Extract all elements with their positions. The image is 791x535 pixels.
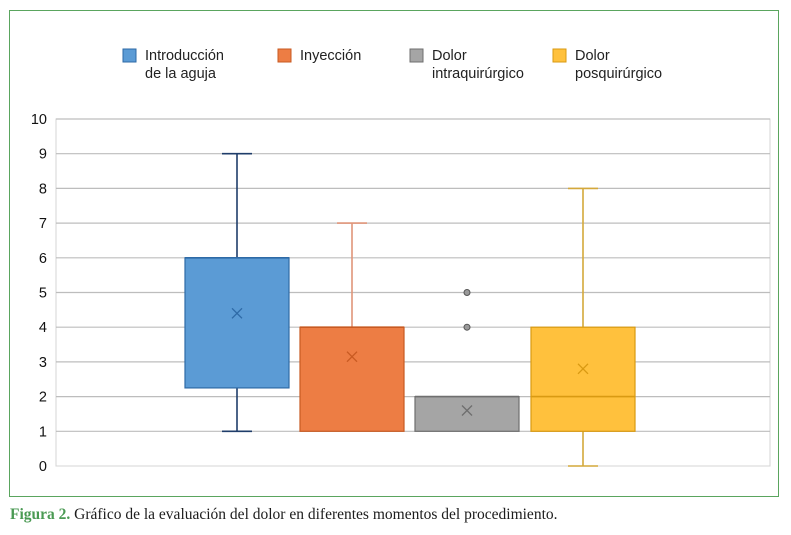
y-tick-label: 9 (39, 147, 47, 163)
legend-label: Introducción (145, 48, 224, 64)
y-tick-label: 6 (39, 251, 47, 267)
y-tick-label: 2 (39, 390, 47, 406)
gridlines (56, 118, 770, 432)
box-group (414, 289, 520, 432)
y-tick-label: 10 (31, 112, 47, 128)
legend-label: intraquirúrgico (432, 66, 524, 82)
figure-frame: Introducción de la aguja Inyección Dolor int… (9, 10, 779, 497)
box-iqr (414, 396, 520, 432)
legend-label: Dolor (575, 48, 610, 64)
y-tick-label: 0 (39, 459, 47, 475)
y-axis: 0 1 2 3 4 5 6 7 8 9 10 (31, 112, 47, 475)
legend-label: posquirúrgico (575, 66, 662, 82)
box-group (530, 187, 636, 467)
legend-swatch (277, 48, 292, 63)
figure-caption-text: Gráfico de la evaluación del dolor en di… (70, 506, 558, 523)
figure-caption: Figura 2. Gráfico de la evaluación del d… (10, 506, 780, 524)
mean-marker (231, 307, 243, 319)
box-iqr (299, 326, 405, 432)
box-group (184, 152, 290, 433)
boxes (184, 152, 636, 467)
box-iqr (184, 257, 290, 389)
y-tick-label: 4 (39, 320, 47, 336)
boxplot-chart: Introducción de la aguja Inyección Dolor int… (31, 48, 771, 475)
legend-label: Inyección (300, 48, 361, 64)
mean-marker (461, 405, 473, 416)
y-tick-label: 8 (39, 181, 47, 197)
legend-swatch (409, 48, 424, 63)
legend-swatch (552, 48, 567, 63)
y-tick-label: 5 (39, 286, 47, 302)
box-group (299, 222, 405, 432)
legend-swatch (122, 48, 137, 63)
y-tick-label: 3 (39, 355, 47, 371)
legend: Introducción de la aguja Inyección Dolor int… (122, 48, 662, 82)
figure-caption-label: Figura 2. (10, 506, 71, 523)
y-tick-label: 7 (39, 216, 47, 232)
mean-marker (577, 363, 589, 375)
box-iqr (530, 326, 636, 432)
legend-label: de la aguja (145, 66, 217, 82)
y-tick-label: 1 (39, 424, 47, 440)
outlier-point (463, 323, 471, 331)
legend-label: Dolor (432, 48, 467, 64)
mean-marker (346, 351, 358, 363)
outlier-point (463, 289, 471, 296)
